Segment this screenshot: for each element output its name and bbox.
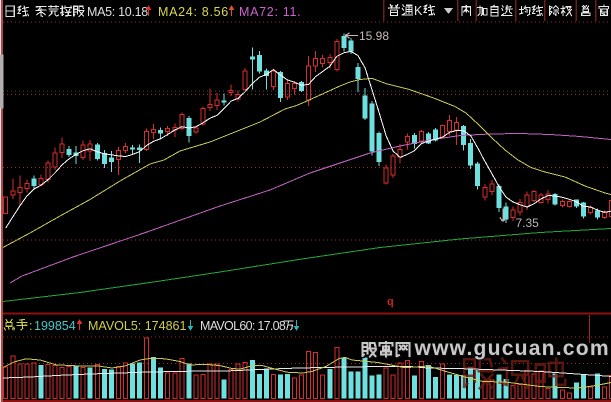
svg-text:www.gucuan.com: www.gucuan.com xyxy=(415,338,611,361)
svg-text::: : xyxy=(29,319,32,333)
svg-text:K: K xyxy=(414,4,423,18)
svg-text:MA24: 8.56: MA24: 8.56 xyxy=(158,5,229,19)
svg-text:q: q xyxy=(387,296,394,308)
svg-text:199854: 199854 xyxy=(34,319,76,333)
svg-text:www.gucuan.com: www.gucuan.com xyxy=(414,337,610,360)
svg-text:7.35: 7.35 xyxy=(516,216,540,230)
svg-text:MAVOL5: 174861: MAVOL5: 174861 xyxy=(88,319,186,333)
svg-text:MA5: 10.18: MA5: 10.18 xyxy=(87,5,148,19)
svg-text:MA72: 11.: MA72: 11. xyxy=(239,5,301,19)
svg-text:15.98: 15.98 xyxy=(359,29,389,43)
svg-text:MAVOL60: 17.08: MAVOL60: 17.08 xyxy=(200,319,286,333)
